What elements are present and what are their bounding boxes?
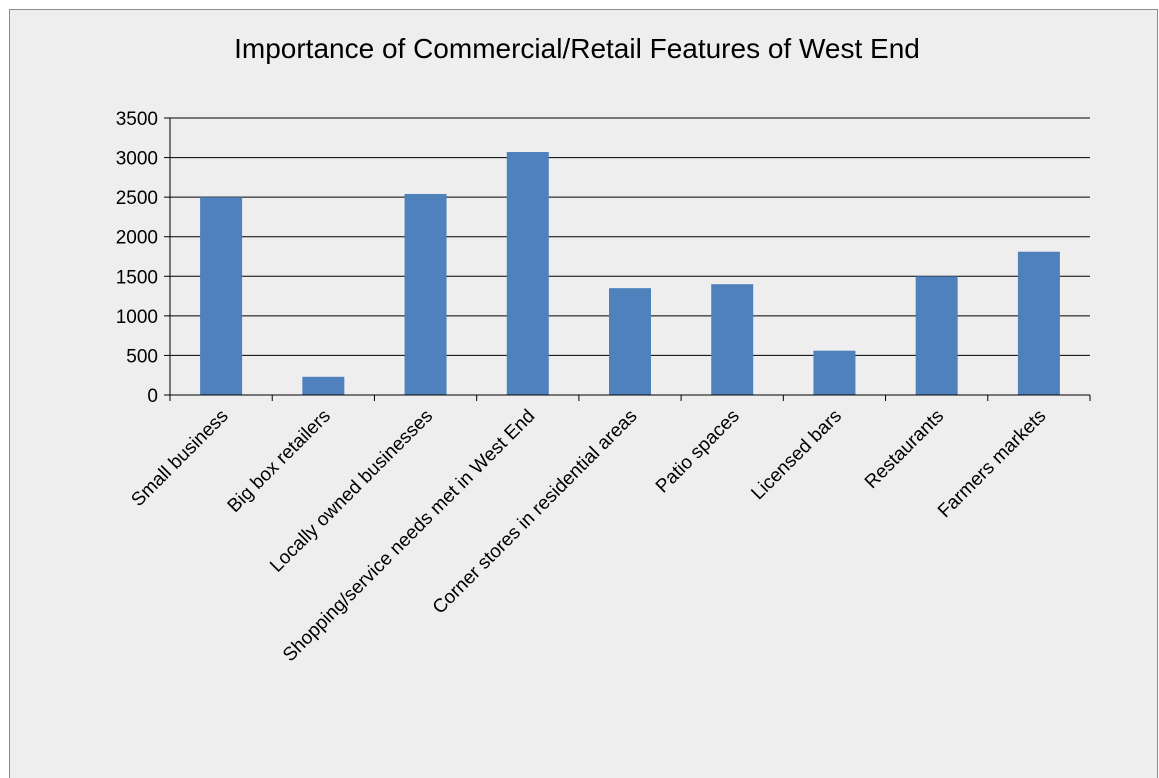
y-tick-label: 3000 (116, 149, 158, 170)
bar (609, 288, 651, 395)
y-tick-labels: 0 500 1000 1500 2000 2500 3000 3500 (116, 109, 158, 407)
x-category-label: Restaurants (861, 406, 948, 493)
chart-title: Importance of Commercial/Retail Features… (234, 33, 920, 64)
x-category-label: Big box retailers (224, 406, 335, 517)
bar (200, 197, 243, 395)
bar (302, 376, 345, 395)
x-category-label: Small business (127, 406, 232, 511)
x-category-label: Farmers markets (934, 406, 1050, 522)
y-tick-label: 1500 (116, 267, 158, 288)
x-category-label: Locally owned businesses (266, 406, 437, 577)
bar (506, 152, 549, 395)
bar (915, 276, 958, 395)
x-category-label: Corner stores in residential areas (429, 406, 642, 619)
bar (404, 193, 447, 395)
bar (813, 350, 856, 395)
y-tick-label: 1000 (116, 307, 158, 328)
y-tick-label: 500 (126, 346, 158, 367)
y-tick-label: 0 (147, 386, 158, 407)
y-tick-label: 3500 (116, 109, 158, 130)
bars (200, 152, 1060, 395)
bar (711, 284, 754, 395)
y-tick-label: 2500 (116, 188, 158, 209)
x-category-label: Patio spaces (652, 406, 744, 498)
bar (1017, 251, 1060, 395)
x-category-label: Licensed bars (747, 406, 845, 504)
axes (164, 117, 1091, 401)
y-tick-label: 2000 (116, 228, 158, 249)
